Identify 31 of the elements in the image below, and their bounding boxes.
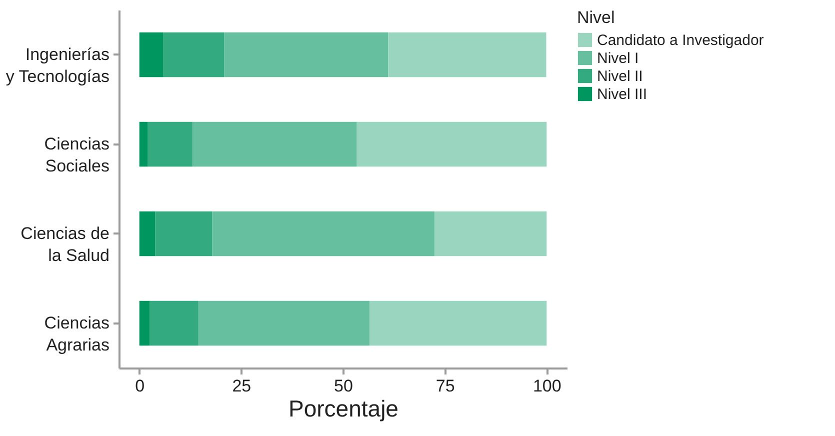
bar [198, 300, 370, 346]
x-axis-title: Porcentaje [288, 396, 398, 422]
bar [150, 300, 198, 346]
x-tick-label: 100 [532, 376, 562, 396]
bar [388, 32, 546, 78]
legend-label: Nivel III [597, 86, 648, 103]
bar [192, 122, 357, 167]
bar [212, 211, 435, 256]
x-tick-label: 0 [135, 376, 145, 396]
bar [434, 211, 547, 256]
bar [356, 122, 547, 167]
legend-label: Candidato a Investigador [597, 32, 764, 49]
y-tick-label: Ingenierías y Tecnologías [6, 44, 110, 86]
bar [139, 122, 148, 167]
y-tick-label: Ciencias Sociales [44, 134, 110, 176]
x-tick-label: 75 [436, 376, 455, 396]
bar [163, 32, 224, 78]
legend-label: Nivel I [597, 50, 639, 67]
x-tick-label: 25 [232, 376, 252, 396]
y-tick-label: Ciencias de la Salud [20, 224, 110, 265]
bar [139, 211, 156, 256]
bar [369, 300, 547, 346]
y-tick-label: Ciencias Agrarias [44, 313, 110, 354]
bar [224, 32, 388, 78]
legend-title: Nivel [577, 8, 615, 27]
bar [155, 211, 212, 256]
x-tick-label: 50 [334, 376, 353, 396]
bar [139, 300, 150, 346]
legend-label: Nivel II [597, 68, 643, 85]
bar [139, 32, 164, 78]
bar [148, 122, 193, 167]
